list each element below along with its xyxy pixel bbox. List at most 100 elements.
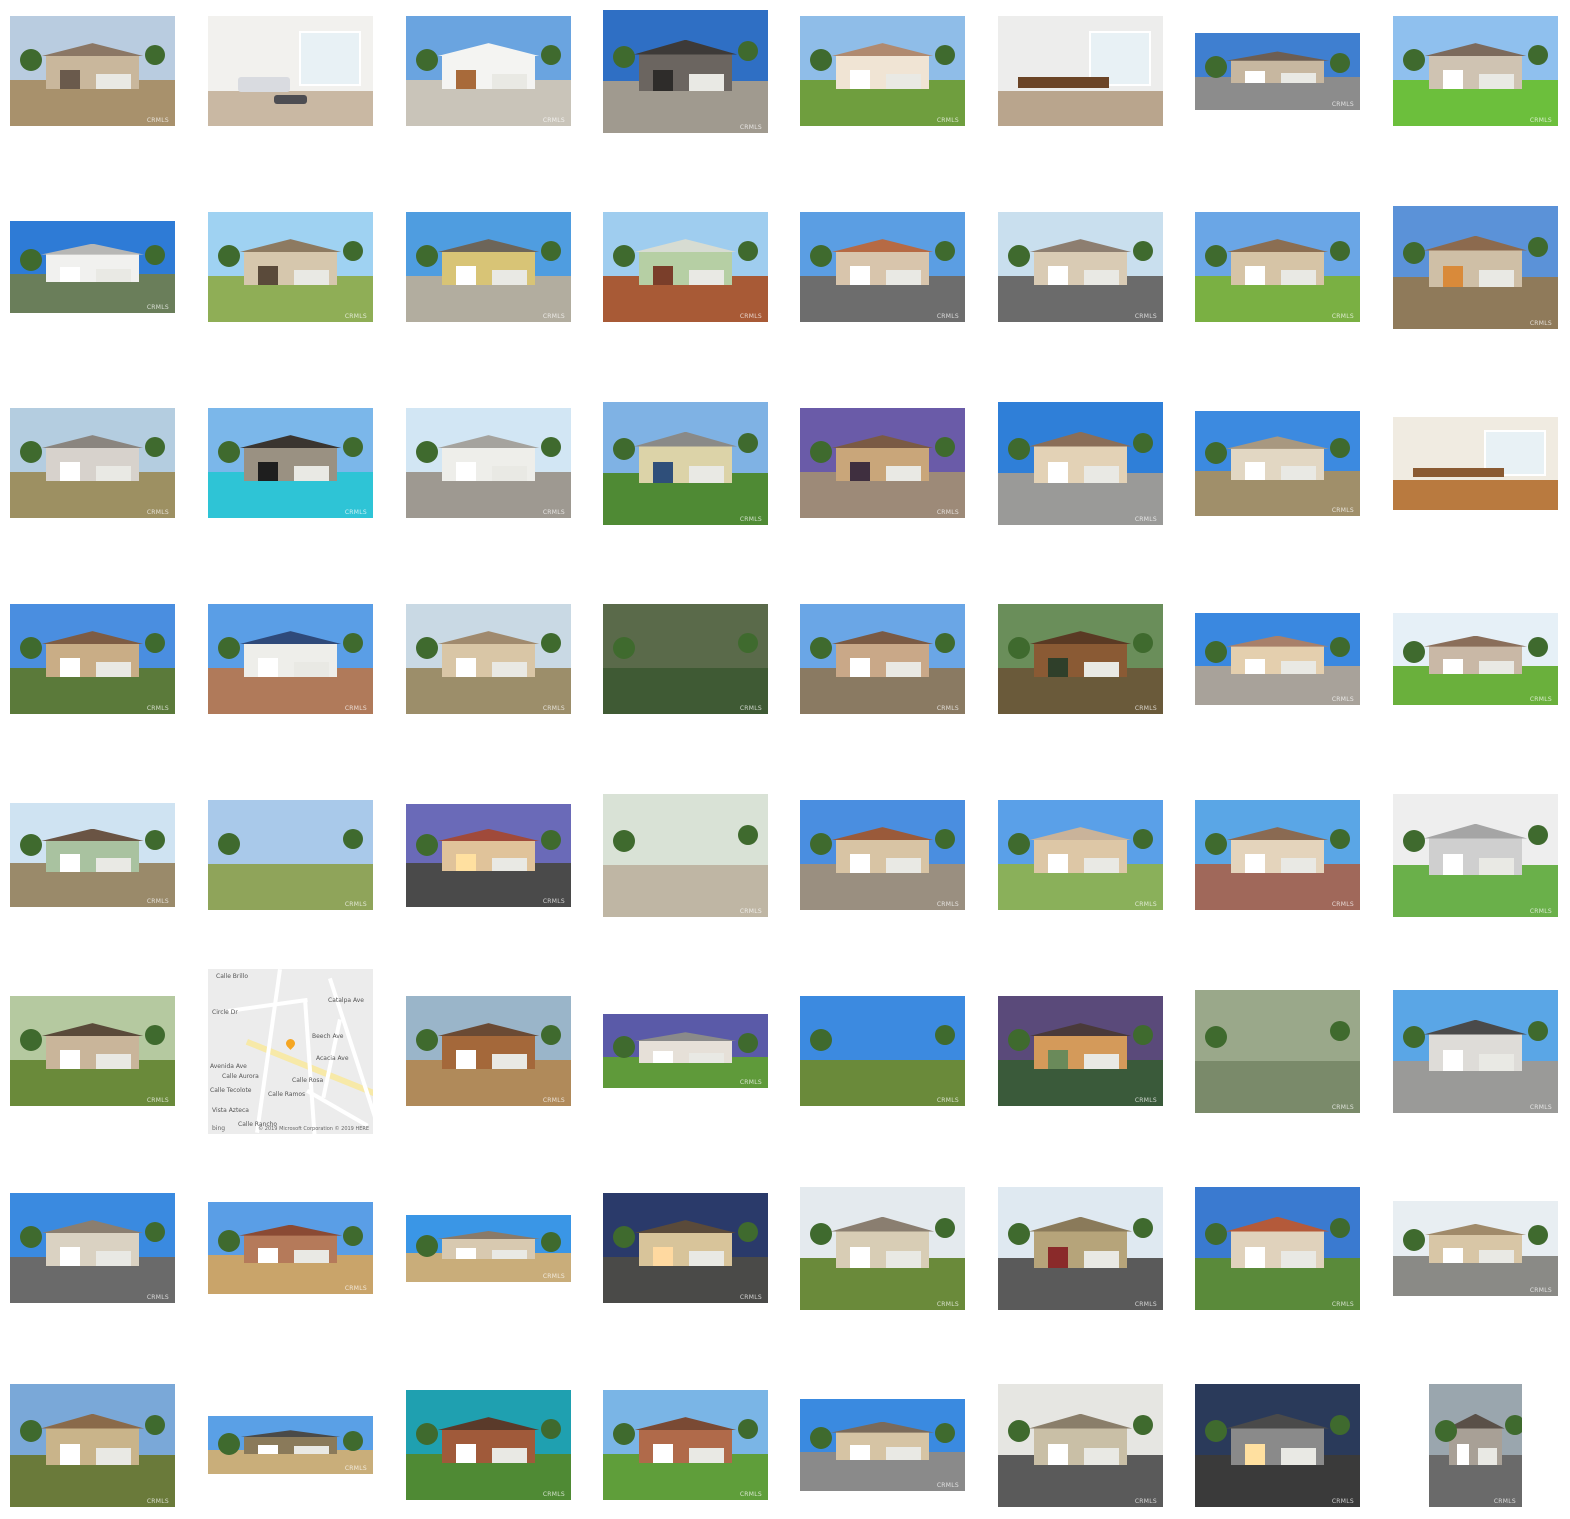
listing-photo[interactable] (1393, 416, 1558, 510)
listing-photo[interactable]: CRMLS (603, 1014, 768, 1088)
listing-photo[interactable]: CRMLS (406, 16, 571, 126)
listing-photo[interactable]: CRMLS (603, 793, 768, 917)
listing-photo[interactable]: CRMLS (603, 604, 768, 714)
listing-photo[interactable]: CRMLS (406, 1214, 571, 1282)
listing-photo[interactable]: CRMLS (208, 212, 373, 322)
listing-photo[interactable]: CRMLS (10, 408, 175, 518)
house-shape (238, 1430, 343, 1455)
listing-photo[interactable]: CRMLS (998, 212, 1163, 322)
listing-photo[interactable]: CRMLS (800, 16, 965, 126)
tree-shape (145, 830, 166, 851)
listing-photo[interactable]: CRMLS (406, 604, 571, 714)
house-shape (633, 1220, 738, 1266)
listing-photo[interactable]: CRMLS (800, 996, 965, 1106)
listing-photo[interactable]: CRMLS (208, 604, 373, 714)
listing-photo[interactable]: CRMLS (10, 803, 175, 907)
door-shape (1048, 462, 1069, 483)
listing-photo[interactable]: CRMLS (1393, 989, 1558, 1113)
listing-photo[interactable]: CRMLS (10, 996, 175, 1106)
listing-photo[interactable]: CRMLS (406, 408, 571, 518)
listing-photo[interactable]: CRMLS (603, 9, 768, 133)
watermark-text: CRMLS (1529, 117, 1552, 124)
listing-photo[interactable]: CRMLS (603, 401, 768, 525)
house-shape (436, 631, 541, 677)
listing-photo[interactable]: CRMLS (1195, 613, 1360, 705)
listing-photo[interactable]: CRMLS (1195, 32, 1360, 110)
house-shape (830, 827, 935, 873)
listing-photo[interactable]: CRMLS (406, 996, 571, 1106)
listing-photo[interactable]: CRMLS (800, 604, 965, 714)
tree-shape (19, 1029, 42, 1051)
door-shape (850, 462, 871, 481)
listing-photo[interactable]: CRMLS (800, 800, 965, 910)
listing-photo[interactable]: CRMLS (1393, 613, 1558, 705)
house-shape (633, 239, 738, 285)
door-shape (60, 1444, 81, 1465)
listing-photo[interactable]: CRMLS (800, 1399, 965, 1491)
listing-photo[interactable]: CRMLS (1195, 212, 1360, 322)
listing-photo[interactable]: CRMLS (1393, 205, 1558, 329)
tree-shape (1402, 49, 1425, 71)
map-street-label: Beech Ave (312, 1032, 344, 1040)
tree-shape (415, 1423, 438, 1445)
tree-shape (343, 240, 364, 261)
listing-photo[interactable]: CRMLS (603, 212, 768, 322)
listing-photo[interactable] (998, 16, 1163, 126)
garage-door-shape (1479, 73, 1515, 89)
tree-shape (1204, 55, 1227, 78)
listing-photo[interactable]: CRMLS (998, 996, 1163, 1106)
watermark-text: CRMLS (739, 313, 762, 320)
listing-photo[interactable]: CRMLS (1195, 989, 1360, 1113)
listing-photo[interactable]: CRMLS (1393, 793, 1558, 917)
listing-photo[interactable]: Calle Brillo Circle Dr Catalpa Ave Beech Av… (208, 968, 373, 1134)
tree-shape (1007, 637, 1030, 659)
watermark-text: CRMLS (1134, 1497, 1157, 1505)
listing-photo[interactable]: CRMLS (1195, 410, 1360, 516)
tree-shape (738, 1418, 759, 1439)
listing-photo[interactable]: CRMLS (800, 1186, 965, 1310)
house-shape (40, 243, 145, 282)
listing-photo[interactable] (208, 16, 373, 126)
listing-photo[interactable]: CRMLS (10, 1193, 175, 1303)
watermark-text: CRMLS (936, 1300, 959, 1308)
listing-photo[interactable]: CRMLS (1393, 1200, 1558, 1296)
house-shape (830, 1421, 935, 1460)
listing-photo[interactable]: CRMLS (603, 1193, 768, 1303)
listing-photo[interactable]: CRMLS (800, 408, 965, 518)
watermark-text: CRMLS (936, 1482, 959, 1489)
listing-photo[interactable]: CRMLS (10, 221, 175, 313)
location-pin-icon[interactable] (284, 1036, 297, 1050)
door-shape (456, 1444, 477, 1463)
listing-photo[interactable]: CRMLS (208, 1416, 373, 1474)
listing-photo[interactable]: CRMLS (998, 1186, 1163, 1310)
door-shape (653, 1050, 674, 1063)
listing-photo[interactable]: CRMLS (998, 1383, 1163, 1507)
listing-photo[interactable]: CRMLS (406, 803, 571, 907)
listing-photo[interactable]: CRMLS (406, 212, 571, 322)
garage-door-shape (886, 1251, 922, 1268)
listing-photo[interactable]: CRMLS (1429, 1383, 1522, 1507)
listing-photo[interactable]: CRMLS (998, 800, 1163, 910)
listing-photo[interactable]: CRMLS (208, 800, 373, 910)
tree-shape (612, 438, 635, 461)
listing-photo[interactable]: CRMLS (1195, 800, 1360, 910)
listing-photo[interactable]: CRMLS (998, 401, 1163, 525)
listing-photo[interactable]: CRMLS (10, 16, 175, 126)
listing-photo[interactable]: CRMLS (10, 1383, 175, 1507)
listing-photo[interactable]: CRMLS (406, 1390, 571, 1500)
listing-photo[interactable]: CRMLS (1393, 16, 1558, 126)
listing-photo[interactable]: CRMLS (1195, 1186, 1360, 1310)
tree-shape (1204, 833, 1227, 855)
listing-photo[interactable]: CRMLS (800, 212, 965, 322)
listing-photo[interactable]: CRMLS (10, 604, 175, 714)
garage-door-shape (294, 1446, 330, 1455)
listing-photo[interactable]: CRMLS (208, 1202, 373, 1294)
listing-photo[interactable]: CRMLS (603, 1390, 768, 1500)
listing-photo[interactable]: CRMLS (208, 408, 373, 518)
map-credit: © 2019 Microsoft Corporation © 2019 HERE (258, 1125, 369, 1132)
watermark-text: CRMLS (1134, 313, 1157, 320)
listing-photo[interactable]: CRMLS (1195, 1383, 1360, 1507)
listing-photo[interactable]: CRMLS (998, 604, 1163, 714)
tree-shape (19, 834, 42, 857)
map-street-label: Calle Ramos (268, 1090, 306, 1098)
